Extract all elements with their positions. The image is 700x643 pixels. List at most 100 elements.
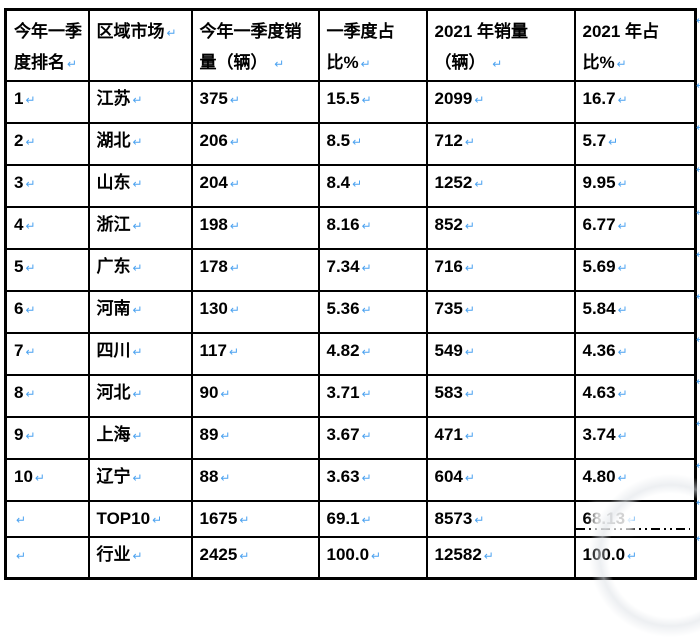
cell-q1-sales[interactable]: 2425 ↵ (190, 536, 320, 579)
table-row: 2 ↵ 湖北 ↵ 206 ↵ 8.5 ↵ 712 ↵ 5.7 ↵ (4, 122, 697, 166)
cell-region[interactable]: 湖北 ↵ (87, 122, 193, 166)
header-cell-q1-sales[interactable]: 今年一季度销 量（辆） ↵ (190, 8, 320, 82)
cell-text: 8.16 (326, 215, 360, 234)
cell-q1-sales[interactable]: 90 ↵ (190, 374, 320, 418)
cell-text: 7 (14, 341, 24, 360)
cell-rank[interactable]: 7 ↵ (4, 332, 90, 376)
paragraph-mark-icon: ↵ (220, 387, 231, 401)
cell-q1-share[interactable]: 100.0 ↵ (317, 536, 428, 579)
header-cell-region[interactable]: 区域市场 ↵ (87, 8, 193, 82)
cell-q1-share[interactable]: 3.67 ↵ (317, 416, 428, 460)
cell-q1-sales[interactable]: 375 ↵ (190, 80, 320, 124)
cell-2021-share[interactable]: 4.36 ↵ (573, 332, 697, 376)
cell-2021-sales[interactable]: 12582 ↵ (425, 536, 576, 579)
header-cell-2021-sales[interactable]: 2021 年销量 （辆） ↵ (425, 8, 576, 82)
cell-region[interactable]: 河南 ↵ (87, 290, 193, 334)
cell-q1-share[interactable]: 8.4 ↵ (317, 164, 428, 208)
cell-q1-share[interactable]: 3.71 ↵ (317, 374, 428, 418)
cell-q1-share[interactable]: 7.34 ↵ (317, 248, 428, 292)
cell-text: 辽宁 (96, 467, 131, 486)
header-cell-2021-share[interactable]: 2021 年占比% ↵ (573, 8, 697, 82)
cell-2021-share[interactable]: 6.77 ↵ (573, 206, 697, 250)
cell-rank[interactable]: 1 ↵ (4, 80, 90, 124)
cell-text: 3 (14, 173, 24, 192)
cell-q1-sales[interactable]: 89 ↵ (190, 416, 320, 460)
cell-text: 178 (199, 257, 228, 276)
cell-q1-sales[interactable]: 178 ↵ (190, 248, 320, 292)
cell-text: 604 (434, 467, 463, 486)
cell-q1-share[interactable]: 8.5 ↵ (317, 122, 428, 166)
cell-region[interactable]: 四川 ↵ (87, 332, 193, 376)
cell-q1-share[interactable]: 4.82 ↵ (317, 332, 428, 376)
cell-2021-sales[interactable]: 2099 ↵ (425, 80, 576, 124)
cell-q1-sales[interactable]: 1675 ↵ (190, 500, 320, 538)
cell-rank[interactable]: 4 ↵ (4, 206, 90, 250)
cell-text: 上海 (96, 425, 131, 444)
cell-2021-share[interactable]: 16.7 ↵ (573, 80, 697, 124)
cell-2021-share[interactable]: 3.74 ↵ (573, 416, 697, 460)
cell-region[interactable]: 广东 ↵ (87, 248, 193, 292)
paragraph-mark-icon: ↵ (474, 513, 485, 527)
cell-region[interactable]: 辽宁 ↵ (87, 458, 193, 502)
cell-text: 5.36 (326, 299, 360, 318)
cell-2021-sales[interactable]: 712 ↵ (425, 122, 576, 166)
header-cell-q1-share[interactable]: 一季度占比% ↵ (317, 8, 428, 82)
regional-sales-table: 今年一季 度排名 ↵ 区域市场 ↵ 今年一季度销 量（辆） ↵ 一季度占比% ↵ 20… (4, 8, 697, 580)
cell-q1-share[interactable]: 69.1 ↵ (317, 500, 428, 538)
cell-2021-share[interactable]: 4.80 ↵ (573, 458, 697, 502)
cell-q1-sales[interactable]: 206 ↵ (190, 122, 320, 166)
cell-region[interactable]: 山东 ↵ (87, 164, 193, 208)
cell-rank[interactable]: 10 ↵ (4, 458, 90, 502)
cell-2021-sales[interactable]: 471 ↵ (425, 416, 576, 460)
cell-rank[interactable]: 2 ↵ (4, 122, 90, 166)
table-row: 10 ↵ 辽宁 ↵ 88 ↵ 3.63 ↵ 604 ↵ 4.80 ↵ (4, 458, 697, 502)
cell-region[interactable]: 行业 ↵ (87, 536, 193, 579)
cell-text: 2099 (434, 89, 473, 108)
cell-q1-share[interactable]: 5.36 ↵ (317, 290, 428, 334)
cell-2021-share[interactable]: 9.95 ↵ (573, 164, 697, 208)
paragraph-mark-icon: ↵ (229, 261, 240, 275)
cell-region[interactable]: 江苏 ↵ (87, 80, 193, 124)
cell-region[interactable]: TOP10 ↵ (87, 500, 193, 538)
paragraph-mark-icon: ↵ (132, 471, 143, 485)
cell-q1-sales[interactable]: 88 ↵ (190, 458, 320, 502)
cell-2021-share[interactable]: 68.13 ↵ (573, 500, 697, 538)
cell-region[interactable]: 河北 ↵ (87, 374, 193, 418)
cell-2021-sales[interactable]: 604 ↵ (425, 458, 576, 502)
cell-2021-sales[interactable]: 852 ↵ (425, 206, 576, 250)
header-cell-rank[interactable]: 今年一季 度排名 ↵ (4, 8, 90, 82)
cell-q1-sales[interactable]: 204 ↵ (190, 164, 320, 208)
cell-2021-sales[interactable]: 1252 ↵ (425, 164, 576, 208)
cell-rank[interactable]: ↵ (4, 536, 90, 579)
cell-q1-share[interactable]: 3.63 ↵ (317, 458, 428, 502)
cell-rank[interactable]: 8 ↵ (4, 374, 90, 418)
cell-rank[interactable]: 6 ↵ (4, 290, 90, 334)
cell-2021-sales[interactable]: 549 ↵ (425, 332, 576, 376)
paragraph-mark-icon: ↵ (361, 261, 372, 275)
cell-2021-share[interactable]: 5.7 ↵ (573, 122, 697, 166)
cell-q1-sales[interactable]: 198 ↵ (190, 206, 320, 250)
cell-2021-share[interactable]: 100.0 ↵ (573, 536, 697, 579)
cell-2021-sales[interactable]: 583 ↵ (425, 374, 576, 418)
cell-q1-sales[interactable]: 130 ↵ (190, 290, 320, 334)
paragraph-mark-icon: ↵ (464, 429, 475, 443)
cell-rank[interactable]: 9 ↵ (4, 416, 90, 460)
cell-region[interactable]: 上海 ↵ (87, 416, 193, 460)
cell-rank[interactable]: 3 ↵ (4, 164, 90, 208)
cell-2021-share[interactable]: 5.69 ↵ (573, 248, 697, 292)
cell-q1-share[interactable]: 15.5 ↵ (317, 80, 428, 124)
cell-2021-share[interactable]: 5.84 ↵ (573, 290, 697, 334)
cell-2021-sales[interactable]: 716 ↵ (425, 248, 576, 292)
cell-2021-sales[interactable]: 8573 ↵ (425, 500, 576, 538)
cell-region[interactable]: 浙江 ↵ (87, 206, 193, 250)
cell-rank[interactable]: ↵ (4, 500, 90, 538)
paragraph-mark-icon: ↵ (34, 471, 45, 485)
cell-text: 4.80 (582, 467, 616, 486)
cell-q1-sales[interactable]: 117 ↵ (190, 332, 320, 376)
cell-2021-share[interactable]: 4.63 ↵ (573, 374, 697, 418)
cell-text: 130 (199, 299, 228, 318)
cell-2021-sales[interactable]: 735 ↵ (425, 290, 576, 334)
cell-text: 90 (199, 383, 219, 402)
cell-rank[interactable]: 5 ↵ (4, 248, 90, 292)
cell-q1-share[interactable]: 8.16 ↵ (317, 206, 428, 250)
